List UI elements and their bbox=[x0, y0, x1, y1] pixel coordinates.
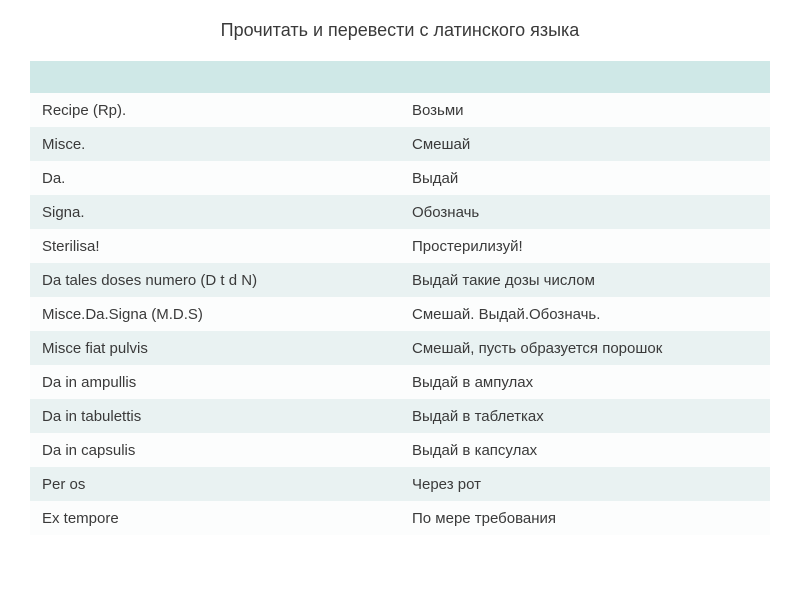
cell-russian: Выдай в капсулах bbox=[400, 433, 770, 467]
cell-russian: Возьми bbox=[400, 93, 770, 127]
cell-latin: Misce. bbox=[30, 127, 400, 161]
cell-russian: Смешай, пусть образуется порошок bbox=[400, 331, 770, 365]
table-row: Misce. Смешай bbox=[30, 127, 770, 161]
table-row: Da. Выдай bbox=[30, 161, 770, 195]
table-row: Da in tabulettis Выдай в таблетках bbox=[30, 399, 770, 433]
cell-latin: Signa. bbox=[30, 195, 400, 229]
cell-russian: Выдай в ампулах bbox=[400, 365, 770, 399]
cell-latin: Recipe (Rp). bbox=[30, 93, 400, 127]
cell-russian: Выдай такие дозы числом bbox=[400, 263, 770, 297]
table-row: Sterilisa! Простерилизуй! bbox=[30, 229, 770, 263]
cell-russian: Через рот bbox=[400, 467, 770, 501]
table-row: Recipe (Rp). Возьми bbox=[30, 93, 770, 127]
table-row: Da tales doses numero (D t d N) Выдай та… bbox=[30, 263, 770, 297]
cell-russian: Обозначь bbox=[400, 195, 770, 229]
cell-russian: По мере требования bbox=[400, 501, 770, 535]
cell-latin: Da. bbox=[30, 161, 400, 195]
cell-latin: Da in capsulis bbox=[30, 433, 400, 467]
translation-table: Recipe (Rp). Возьми Misce. Смешай Da. Вы… bbox=[30, 61, 770, 535]
page-title: Прочитать и перевести с латинского языка bbox=[30, 20, 770, 41]
table-row: Per os Через рот bbox=[30, 467, 770, 501]
table-row: Signa. Обозначь bbox=[30, 195, 770, 229]
table-row: Da in capsulis Выдай в капсулах bbox=[30, 433, 770, 467]
cell-latin: Da tales doses numero (D t d N) bbox=[30, 263, 400, 297]
cell-latin: Per os bbox=[30, 467, 400, 501]
cell-russian: Простерилизуй! bbox=[400, 229, 770, 263]
table-body: Recipe (Rp). Возьми Misce. Смешай Da. Вы… bbox=[30, 93, 770, 535]
header-col-russian bbox=[400, 61, 770, 93]
cell-latin: Sterilisa! bbox=[30, 229, 400, 263]
cell-russian: Выдай bbox=[400, 161, 770, 195]
cell-russian: Выдай в таблетках bbox=[400, 399, 770, 433]
cell-latin: Misce.Da.Signa (M.D.S) bbox=[30, 297, 400, 331]
table-header-row bbox=[30, 61, 770, 93]
table-row: Misce.Da.Signa (M.D.S) Смешай. Выдай.Обо… bbox=[30, 297, 770, 331]
header-col-latin bbox=[30, 61, 400, 93]
cell-russian: Смешай. Выдай.Обозначь. bbox=[400, 297, 770, 331]
cell-latin: Misce fiat pulvis bbox=[30, 331, 400, 365]
cell-latin: Ex tempore bbox=[30, 501, 400, 535]
table-row: Ex tempore По мере требования bbox=[30, 501, 770, 535]
table-row: Misce fiat pulvis Смешай, пусть образует… bbox=[30, 331, 770, 365]
cell-latin: Da in ampullis bbox=[30, 365, 400, 399]
cell-latin: Da in tabulettis bbox=[30, 399, 400, 433]
cell-russian: Смешай bbox=[400, 127, 770, 161]
table-row: Da in ampullis Выдай в ампулах bbox=[30, 365, 770, 399]
